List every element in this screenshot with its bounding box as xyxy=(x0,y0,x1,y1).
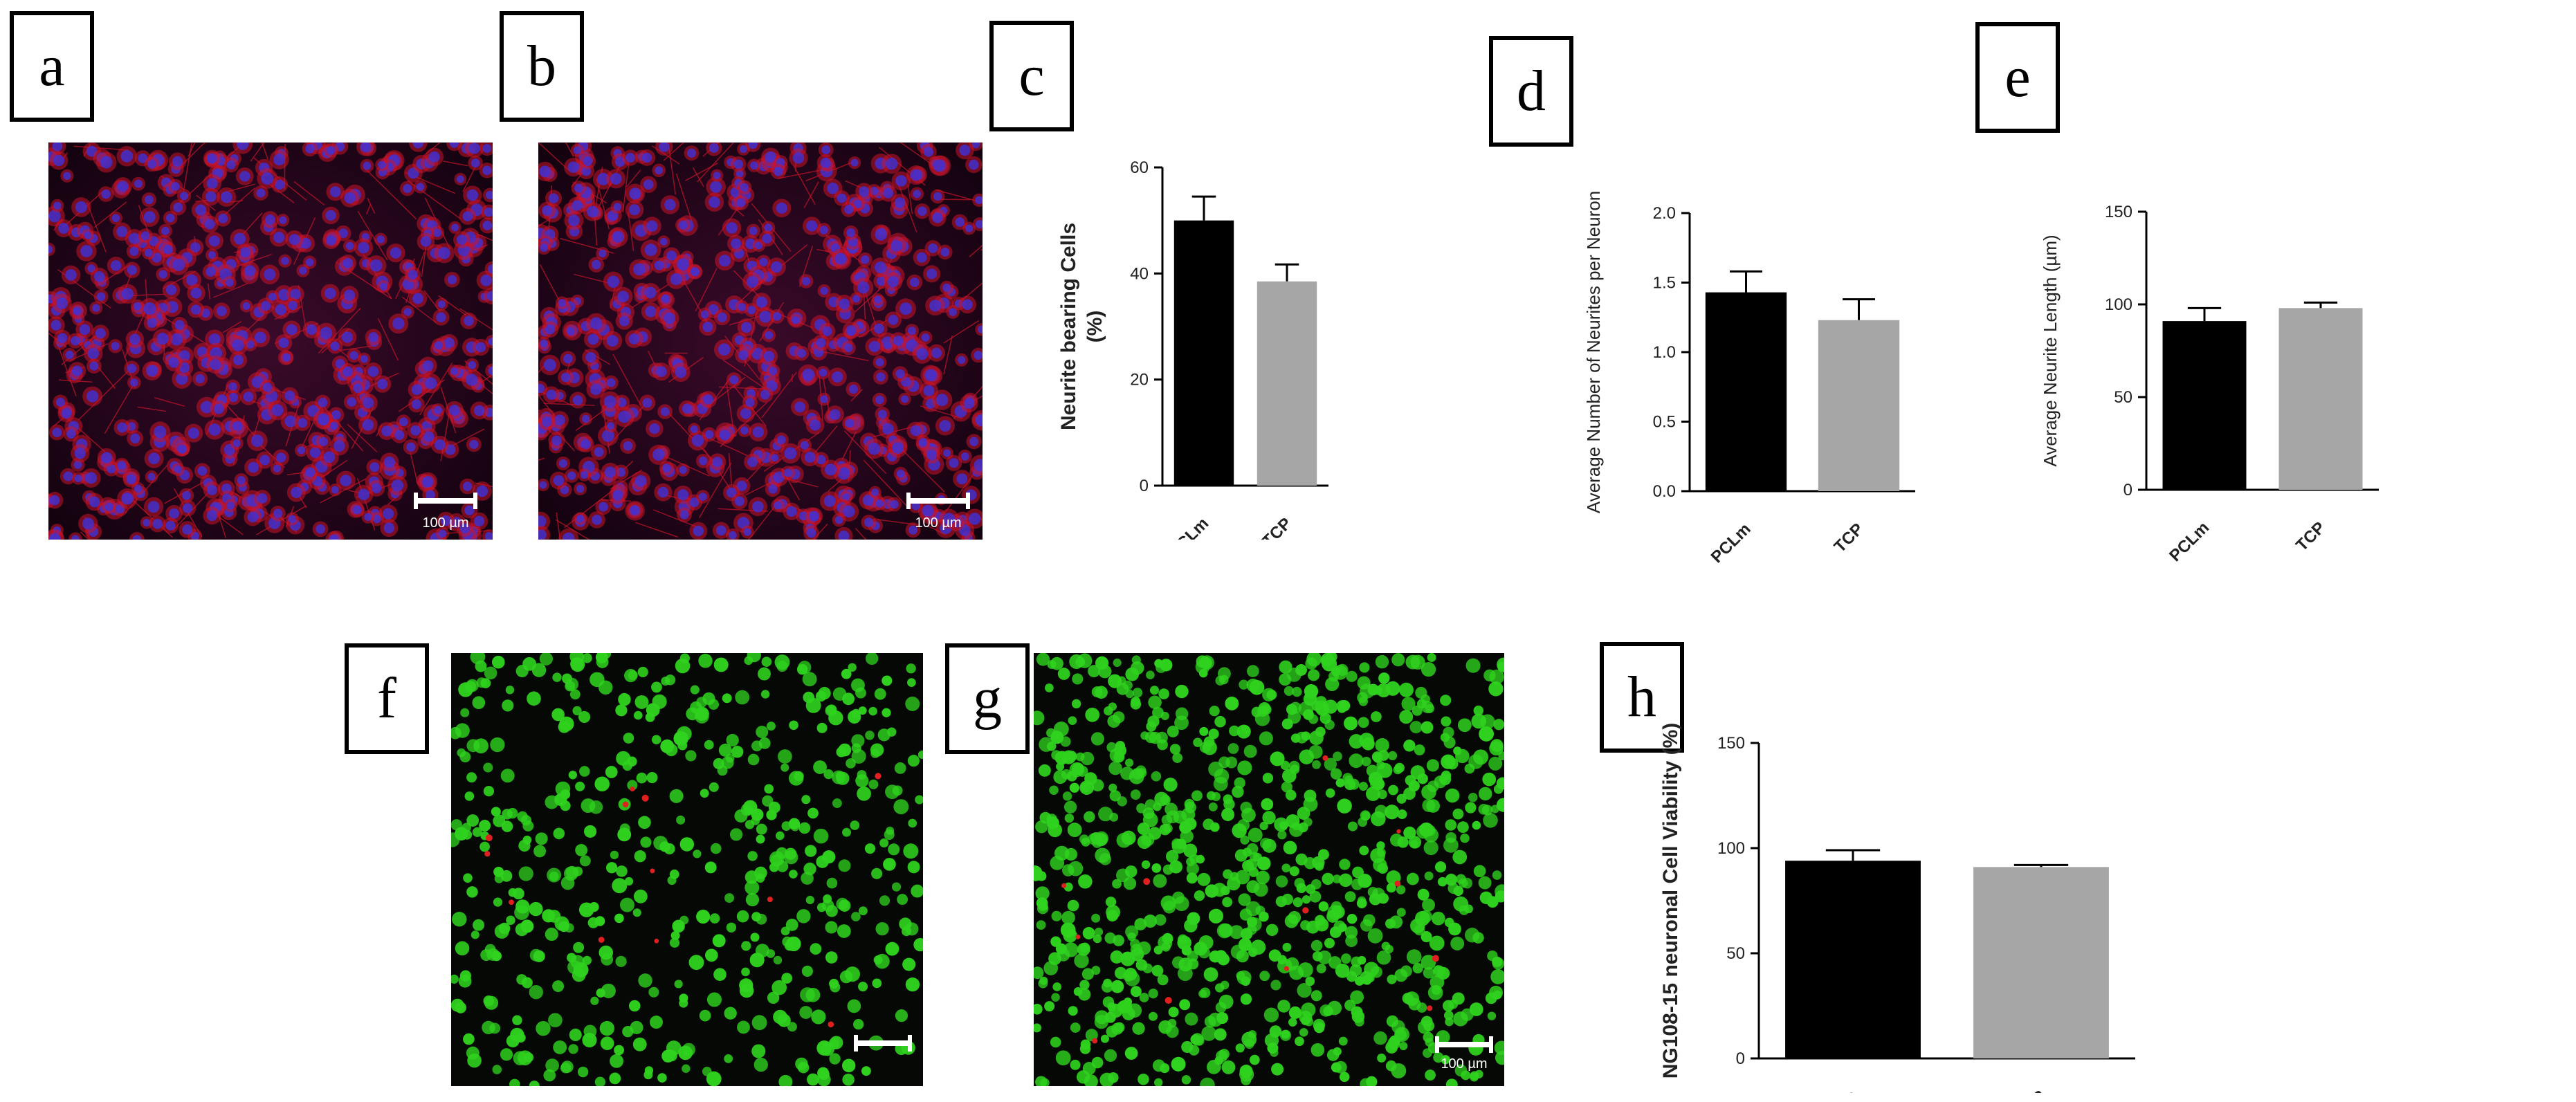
y-tick-label: 2.0 xyxy=(1653,204,1676,223)
scale-bar: 100 µm xyxy=(906,493,970,531)
y-tick-label: 100 xyxy=(2105,295,2132,314)
scale-bar: 100 µm xyxy=(1435,1036,1493,1072)
micrograph-f-image xyxy=(451,653,923,1086)
y-tick-label: 100 xyxy=(1717,839,1745,858)
y-tick-label: 150 xyxy=(2105,203,2132,221)
x-tick-label: PCLm xyxy=(1814,1087,1861,1093)
x-tick-label: TCP xyxy=(2292,518,2329,555)
y-axis-label: Neurite bearing Cells (%) xyxy=(1057,223,1106,430)
x-tick-label: TCP xyxy=(1831,520,1867,556)
panel-label-d: d xyxy=(1489,36,1573,147)
chart-c: 0 20 40 60 Neurite bearing Cells (%) PCLm TCP xyxy=(1057,158,1328,540)
y-tick-label: 50 xyxy=(2114,388,2132,407)
panel-label-a: a xyxy=(10,11,94,122)
bar-tcp xyxy=(1818,320,1900,491)
panel-label-e: e xyxy=(1975,22,2060,133)
micrograph-b-image: 100 µm xyxy=(538,143,983,540)
bar-tcp xyxy=(2278,308,2363,490)
chart-d: 0.0 0.5 1.0 1.5 2.0 Average Number of Neurite… xyxy=(1583,191,1915,567)
y-tick-label: 20 xyxy=(1130,371,1149,389)
bar-pclm xyxy=(2162,321,2247,490)
y-tick-label: 0 xyxy=(1140,477,1149,495)
y-tick-label: 150 xyxy=(1717,734,1745,753)
bar-pclm xyxy=(1173,220,1234,486)
panel-label-c: c xyxy=(989,21,1074,131)
micrograph-a-image: 100 µm xyxy=(48,143,493,540)
x-tick-label: PCLm xyxy=(2166,518,2213,565)
y-axis-label: Average Neurite Length (µm) xyxy=(2040,235,2061,466)
y-tick-label: 60 xyxy=(1130,158,1149,177)
y-tick-label: 50 xyxy=(1726,944,1745,963)
y-tick-label: 0 xyxy=(1736,1049,1745,1068)
micrograph-b: 100 µm xyxy=(538,143,983,540)
y-axis-label: NG108-15 neuronal Cell Viability (%) xyxy=(1659,723,1682,1079)
x-tick-label: PCLm xyxy=(1708,520,1755,567)
chart-e: 0 50 100 150 Average Neurite Length (µm) PCLm… xyxy=(2040,203,2379,565)
scale-bar-label: 100 µm xyxy=(1441,1056,1487,1072)
micrograph-f xyxy=(451,653,923,1086)
panel-label-f: f xyxy=(345,643,429,754)
y-tick-label: 0 xyxy=(2123,481,2132,499)
scale-bar-label: 100 µm xyxy=(915,515,961,531)
scale-bar xyxy=(854,1035,912,1052)
bar-tcp xyxy=(1257,281,1317,486)
micrograph-a: 100 µm xyxy=(48,143,493,540)
x-tick-label: TCP xyxy=(1259,514,1295,540)
scale-bar: 100 µm xyxy=(414,493,477,531)
y-axis-label: Average Number of Neurites per Neuron xyxy=(1583,191,1604,513)
bar-tcp xyxy=(1973,867,2109,1058)
bar-pclm xyxy=(1785,861,1921,1058)
panel-label-g: g xyxy=(945,643,1030,754)
y-tick-label: 0.0 xyxy=(1653,482,1676,501)
x-tick-label: TCP xyxy=(2013,1087,2049,1093)
y-tick-label: 40 xyxy=(1130,264,1149,283)
scale-bar-label: 100 µm xyxy=(422,515,468,531)
chart-h: 0 50 100 150 NG108-15 neuronal Cell Viabilit… xyxy=(1659,723,2135,1093)
y-tick-label: 1.0 xyxy=(1653,343,1676,362)
micrograph-g: 100 µm xyxy=(1034,653,1504,1086)
bar-pclm xyxy=(1705,292,1787,491)
panel-label-b: b xyxy=(500,11,584,122)
y-tick-label: 0.5 xyxy=(1653,413,1676,432)
y-tick-label: 1.5 xyxy=(1653,274,1676,293)
micrograph-g-image: 100 µm xyxy=(1034,653,1504,1086)
x-tick-label: PCLm xyxy=(1165,514,1212,540)
panel-label-h: h xyxy=(1600,642,1684,753)
